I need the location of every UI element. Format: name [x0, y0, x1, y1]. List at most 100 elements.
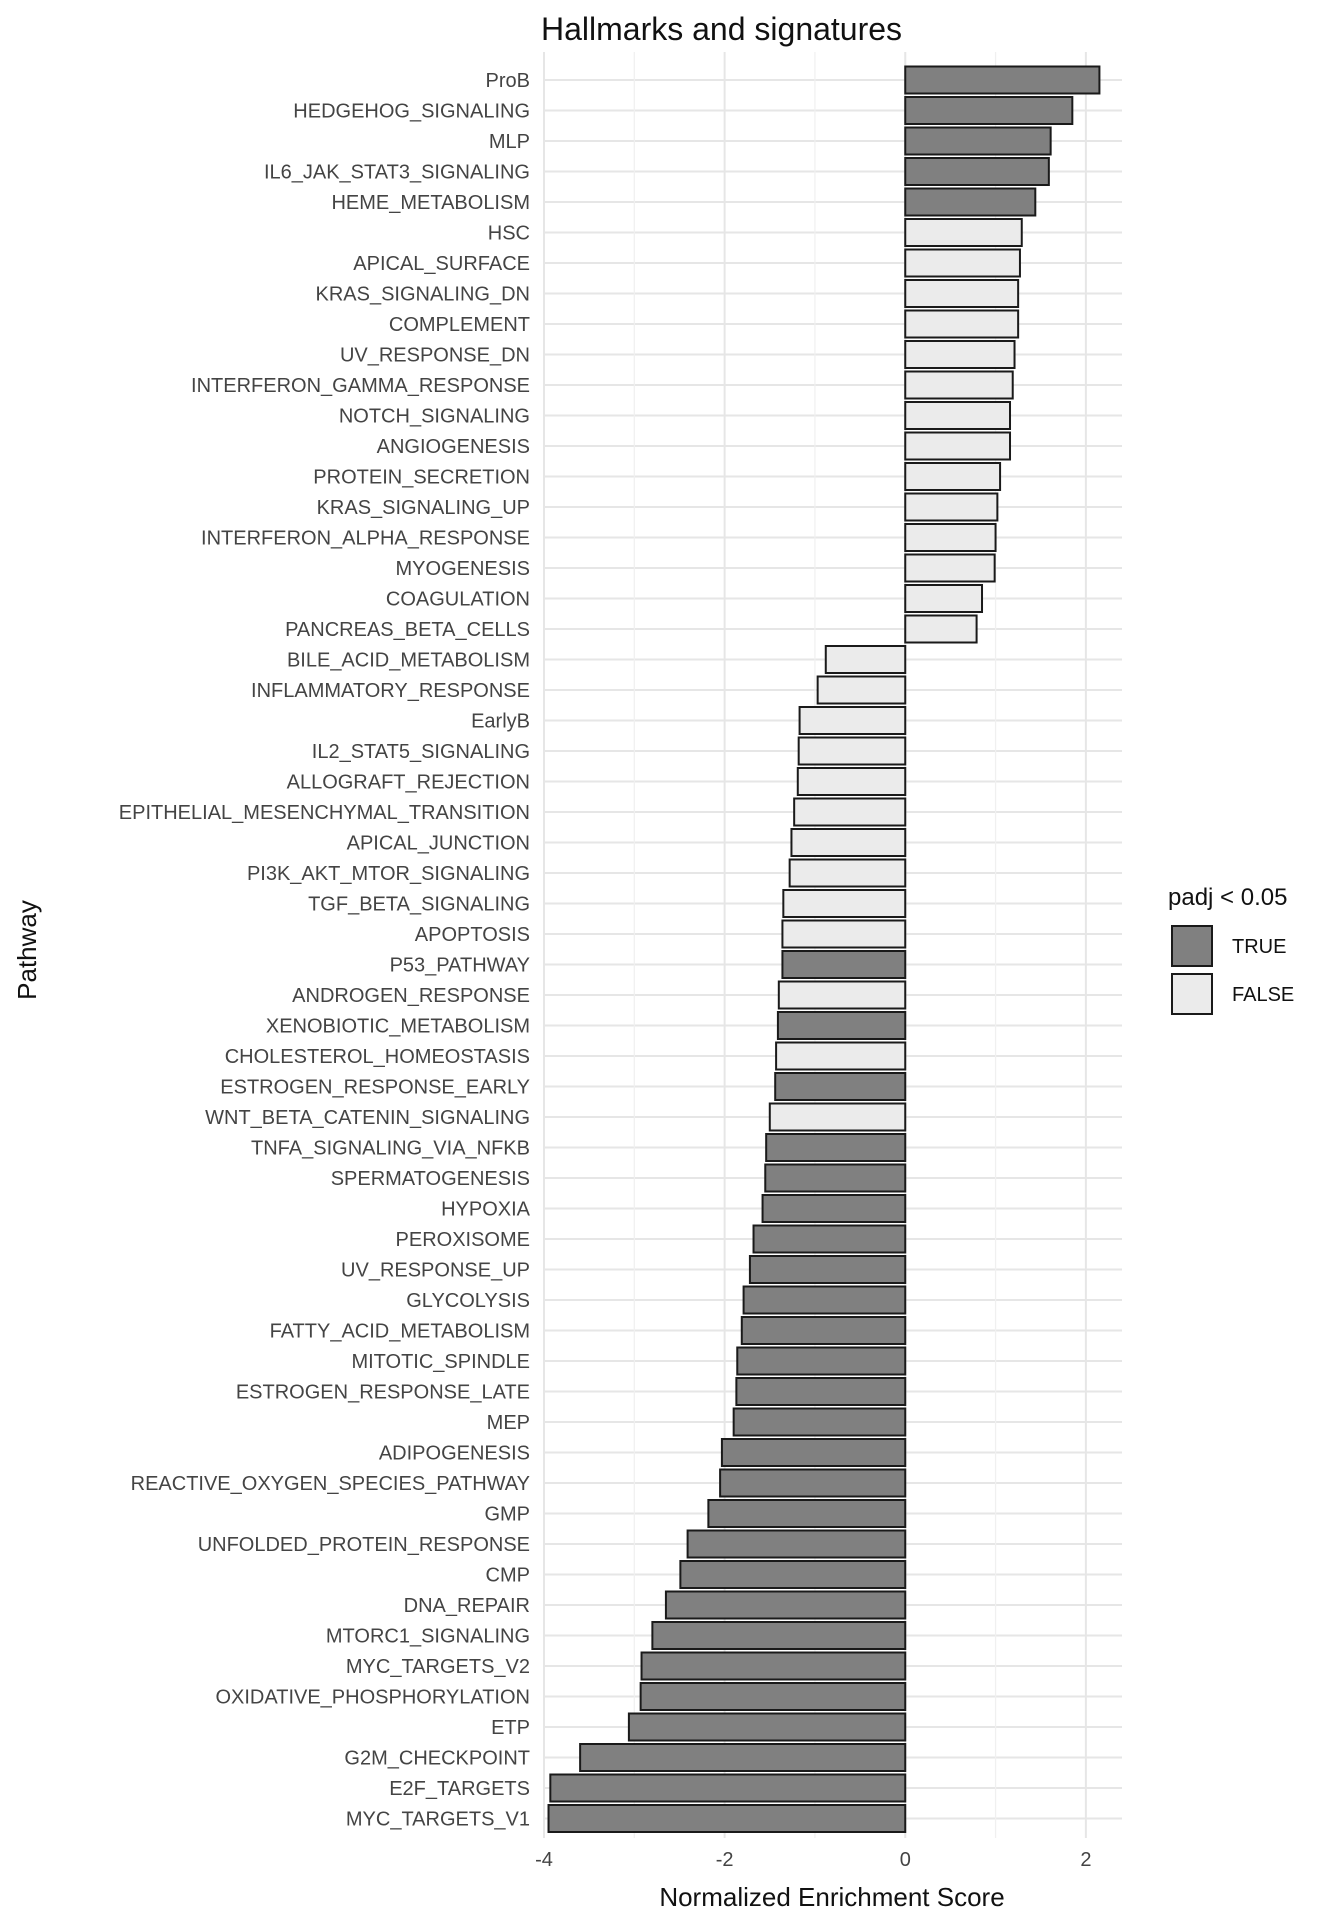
category-labels: ProB HEDGEHOG_SIGNALING MLP IL6_JAK_STAT3_S… [119, 70, 531, 1831]
category-label: MEP [487, 1412, 530, 1434]
category-label: DNA_REPAIR [404, 1595, 530, 1617]
category-label: CHOLESTEROL_HOMEOSTASIS [225, 1046, 530, 1068]
bar [904, 431, 1012, 461]
category-label: P53_PATHWAY [390, 955, 530, 977]
bar [720, 1438, 907, 1467]
category-label: XENOBIOTIC_METABOLISM [266, 1016, 530, 1038]
bar [742, 1285, 907, 1315]
bar [774, 1072, 907, 1101]
bar [904, 187, 1037, 217]
bar [627, 1712, 907, 1742]
bar [790, 828, 907, 857]
category-label: KRAS_SIGNALING_UP [317, 497, 530, 519]
bar [904, 401, 1012, 430]
category-label: ADIPOGENESIS [379, 1443, 530, 1465]
x-tick-label: -4 [535, 1849, 553, 1871]
bar [748, 1255, 907, 1284]
chart-title: Hallmarks and signatures [541, 11, 902, 47]
y-axis-title: Pathway [12, 900, 42, 1000]
bar [904, 370, 1014, 400]
bar [904, 340, 1016, 369]
category-label: UV_RESPONSE_UP [341, 1260, 530, 1282]
bar [904, 523, 997, 552]
legend: padj < 0.05 TRUE FALSE [1168, 884, 1294, 1015]
category-label: PI3K_AKT_MTOR_SIGNALING [247, 863, 530, 885]
bar [904, 126, 1052, 156]
bar [904, 157, 1050, 186]
bar [761, 1194, 907, 1223]
category-label: EPITHELIAL_MESENCHYMAL_TRANSITION [119, 802, 530, 824]
bar [579, 1743, 907, 1772]
bar [904, 553, 996, 583]
bar [788, 858, 907, 888]
bar [781, 919, 907, 949]
category-label: MYOGENESIS [396, 558, 530, 580]
category-label: ETP [491, 1717, 530, 1739]
bar [736, 1346, 907, 1376]
x-tick-label: -2 [716, 1849, 734, 1871]
category-label: HEME_METABOLISM [331, 192, 530, 214]
bar [904, 309, 1020, 339]
category-label: MYC_TARGETS_V2 [346, 1656, 530, 1678]
category-label: APICAL_JUNCTION [347, 833, 530, 855]
category-label: TNFA_SIGNALING_VIA_NFKB [251, 1138, 530, 1160]
category-label: MLP [489, 131, 530, 153]
category-label: BILE_ACID_METABOLISM [287, 650, 530, 672]
category-label: INTERFERON_GAMMA_RESPONSE [191, 375, 530, 397]
bar [904, 492, 999, 522]
bar [816, 675, 907, 705]
bar [735, 1377, 907, 1406]
category-label: ESTROGEN_RESPONSE_LATE [236, 1382, 530, 1404]
category-label: HEDGEHOG_SIGNALING [293, 101, 530, 123]
category-label: KRAS_SIGNALING_DN [315, 284, 530, 306]
x-axis-title: Normalized Enrichment Score [659, 1882, 1004, 1912]
category-label: PROTEIN_SECRETION [313, 467, 530, 489]
category-label: COMPLEMENT [389, 314, 530, 336]
category-label: MITOTIC_SPINDLE [351, 1351, 530, 1373]
x-tick-labels: -4 -2 0 2 [535, 1849, 1091, 1871]
category-label: ESTROGEN_RESPONSE_EARLY [220, 1077, 530, 1099]
legend-label: FALSE [1232, 984, 1294, 1006]
category-label: E2F_TARGETS [389, 1778, 530, 1800]
legend-title: padj < 0.05 [1168, 884, 1287, 911]
category-label: PANCREAS_BETA_CELLS [285, 619, 530, 641]
bar [781, 950, 907, 979]
bar [798, 706, 907, 735]
bar [686, 1529, 907, 1559]
bar [777, 980, 907, 1010]
category-label: GLYCOLYSIS [406, 1290, 530, 1312]
category-label: MTORC1_SIGNALING [326, 1626, 530, 1648]
bar [824, 645, 907, 674]
category-label: PEROXISOME [396, 1229, 530, 1251]
bar [904, 614, 978, 644]
bar [719, 1468, 907, 1498]
category-label: HYPOXIA [441, 1199, 531, 1221]
bars [547, 65, 1101, 1833]
bar [651, 1621, 907, 1650]
category-label: APICAL_SURFACE [353, 253, 530, 275]
category-label: INFLAMMATORY_RESPONSE [251, 680, 530, 702]
category-label: IL2_STAT5_SIGNALING [312, 741, 530, 763]
category-label: TGF_BETA_SIGNALING [308, 894, 530, 916]
bar [740, 1316, 907, 1345]
bar [904, 218, 1023, 247]
bar [752, 1224, 907, 1254]
category-label: INTERFERON_ALPHA_RESPONSE [201, 528, 530, 550]
bar [768, 1102, 907, 1132]
bar [904, 462, 1002, 491]
bar [547, 1804, 907, 1833]
category-label: NOTCH_SIGNALING [339, 406, 530, 428]
bar [904, 279, 1020, 308]
category-label: ANGIOGENESIS [377, 436, 530, 458]
category-label: ANDROGEN_RESPONSE [292, 985, 530, 1007]
category-label: APOPTOSIS [415, 924, 530, 946]
bar [549, 1773, 907, 1803]
bar [732, 1407, 907, 1437]
bar [796, 767, 907, 796]
category-label: ProB [486, 70, 530, 92]
bar [793, 797, 907, 827]
category-label: MYC_TARGETS_V1 [346, 1809, 530, 1831]
bar [764, 1163, 907, 1193]
category-label: UNFOLDED_PROTEIN_RESPONSE [198, 1534, 530, 1556]
